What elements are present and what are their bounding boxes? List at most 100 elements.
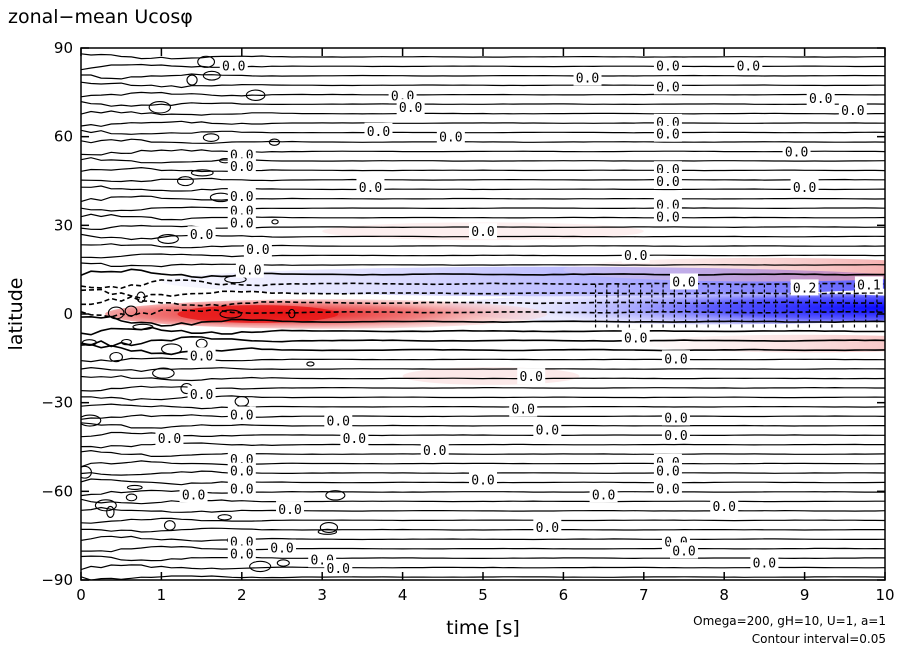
chart-title: zonal−mean Ucosφ (8, 6, 193, 28)
y-axis-title: latitude (5, 278, 27, 351)
contour-line (81, 545, 885, 553)
contour-label-bg (661, 427, 690, 444)
contour-line (81, 73, 885, 80)
contour-loop (176, 176, 194, 187)
x-tick-label: 9 (800, 586, 810, 604)
x-tick-label: 7 (639, 586, 649, 604)
y-tick-label: 90 (54, 39, 73, 57)
contour-label: 0.0 (182, 488, 205, 503)
contour-label-bg (268, 539, 296, 556)
contour-line (81, 375, 885, 382)
contour-label-bg (661, 409, 690, 426)
contour-label: 0.0 (656, 60, 679, 75)
contour-loop (268, 138, 281, 146)
contour-loop (109, 351, 124, 363)
contour-line (81, 449, 885, 457)
contour-line (81, 177, 885, 183)
contour-label-bg (227, 545, 256, 562)
contour-label: 0.1 (857, 278, 880, 293)
contour-loop (224, 275, 247, 284)
contour-line (81, 442, 885, 449)
contour-label-bg (364, 122, 393, 139)
contour-loop (163, 520, 176, 531)
contour-label-bg (187, 347, 216, 364)
x-tick-label: 8 (719, 586, 729, 604)
contour-labels: 0.0 0.0 0.0 0.0 0.0 0.0 0.0 0.0 0.0 0.0 0.0 0.0 0.0 0… (155, 57, 883, 577)
y-tick-label: −30 (41, 394, 73, 412)
contour-label-bg (227, 480, 256, 497)
contour-line (81, 460, 885, 468)
contour-label-bg (589, 486, 618, 503)
contour-line (81, 185, 885, 192)
contour-line (81, 243, 885, 249)
contour-label: 0.0 (841, 104, 864, 119)
contour-label-bg (227, 462, 256, 479)
contour-label: 0.0 (399, 101, 422, 116)
contour-line (81, 157, 885, 164)
contour-line (81, 506, 885, 513)
contour-label-bg (806, 90, 835, 107)
contour-label: 0.0 (656, 465, 679, 480)
contour-label-bg (533, 421, 562, 438)
contour-line (81, 149, 885, 156)
contour-loop (317, 528, 338, 535)
contour-line (81, 138, 885, 144)
contour-label-bg (653, 208, 682, 225)
contour-line (81, 498, 885, 505)
positive-band-south (643, 334, 885, 353)
x-tick-label: 2 (237, 586, 247, 604)
y-tick-label: 60 (54, 128, 73, 146)
contour-label: 0.0 (656, 175, 679, 190)
contour-label-bg (653, 78, 682, 95)
contour-label: 0.0 (230, 160, 253, 175)
contour-label-bg (509, 400, 538, 417)
contour-label: 0.0 (190, 388, 213, 403)
contour-label: 0.2 (793, 281, 816, 296)
contour-label-bg (517, 368, 546, 385)
contour-line (81, 195, 885, 203)
contour-loop (202, 133, 220, 142)
contour-loop (126, 484, 143, 490)
contour-line (81, 403, 885, 410)
contour-label-bg (356, 178, 385, 195)
y-tick-label: −60 (41, 482, 73, 500)
contour-label: 0.0 (672, 544, 695, 559)
contour-label-bg (790, 279, 819, 296)
contour-line (81, 253, 885, 259)
contour-loop (120, 338, 132, 346)
x-tick-label: 3 (317, 586, 327, 604)
contour-line (81, 414, 885, 420)
contour-label: 0.0 (230, 547, 253, 562)
contour-label: 0.0 (793, 181, 816, 196)
contour-loop (157, 234, 179, 244)
contour-loop (190, 169, 214, 177)
contour-loop (106, 505, 115, 519)
contour-loop (195, 338, 208, 349)
contour-label: 0.0 (656, 80, 679, 95)
contour-label: 0.0 (536, 423, 559, 438)
contour-label-bg (324, 560, 353, 577)
contour-label: 0.0 (656, 482, 679, 497)
contour-label: 0.0 (656, 128, 679, 143)
contour-label-bg (750, 554, 779, 571)
contour-loop (81, 339, 97, 347)
contour-label-bg (533, 518, 562, 535)
contour-label-bg (469, 223, 497, 240)
contour-label-bg (621, 329, 650, 346)
contour-label-bg (324, 412, 353, 429)
contour-loop (319, 522, 339, 534)
contour-interval-note: Contour interval=0.05 (751, 632, 886, 646)
contour-loop (197, 55, 216, 68)
contour-label-bg (187, 226, 216, 243)
x-tick-label: 1 (157, 586, 167, 604)
contour-line (81, 129, 885, 135)
contour-loop (94, 499, 117, 512)
contour-line (81, 213, 885, 221)
contour-loop (107, 306, 125, 320)
contour-label-bg (790, 178, 819, 195)
contour-loop (217, 514, 232, 521)
contour-loop (306, 361, 315, 367)
contour-loop (202, 70, 221, 81)
contour-loop (81, 465, 92, 479)
